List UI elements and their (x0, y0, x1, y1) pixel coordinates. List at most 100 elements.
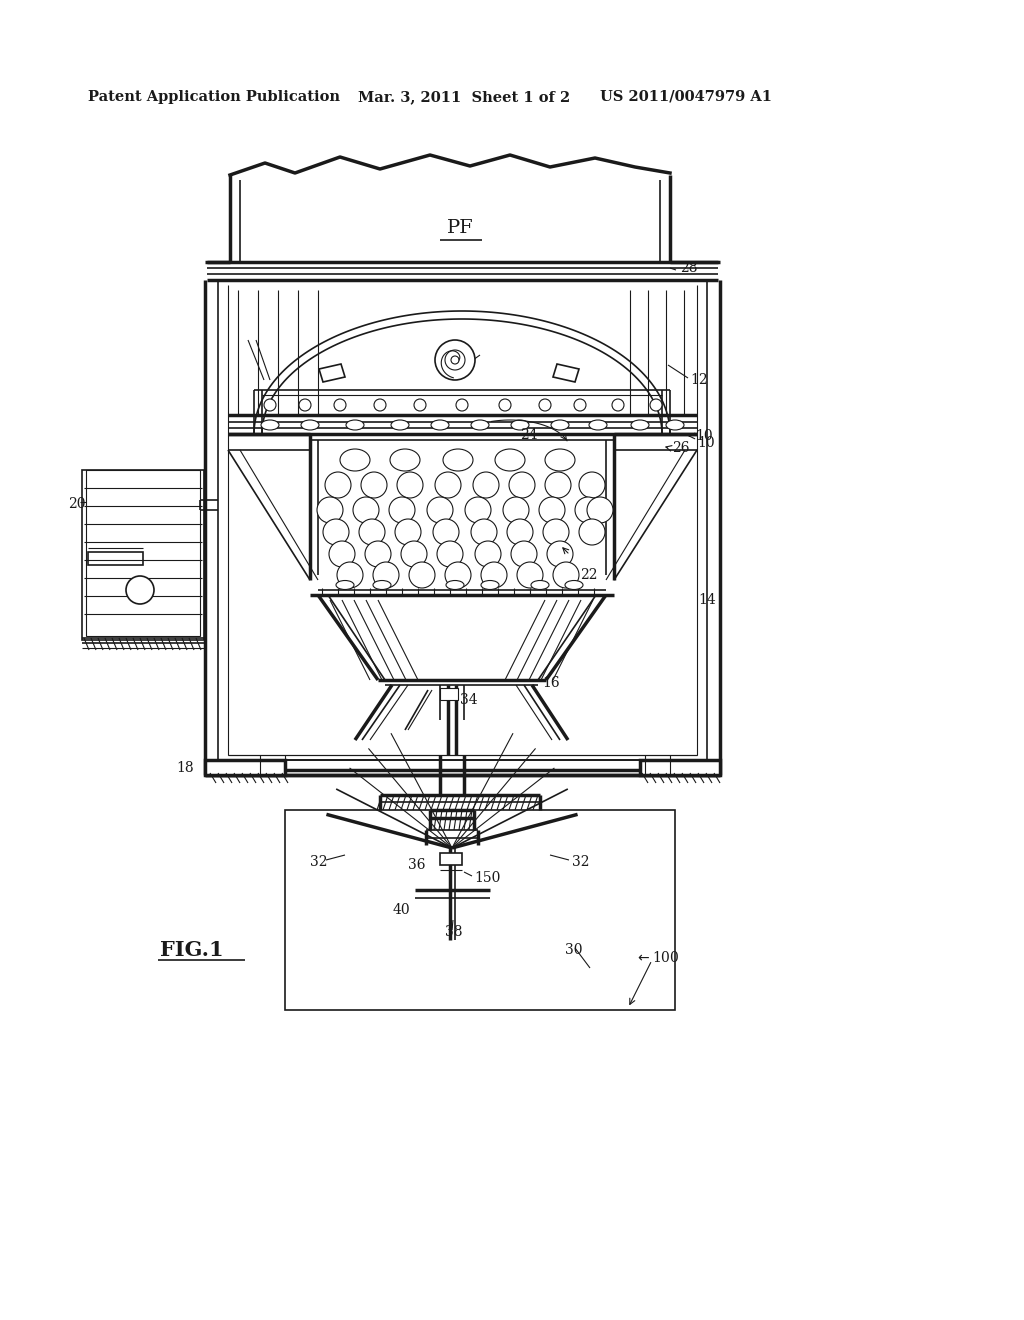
Bar (440, 688, 458, 700)
Ellipse shape (631, 420, 649, 430)
Text: 32: 32 (310, 855, 328, 869)
Text: Patent Application Publication: Patent Application Publication (88, 90, 340, 104)
Ellipse shape (511, 420, 529, 430)
Circle shape (579, 473, 605, 498)
Circle shape (465, 498, 490, 523)
Circle shape (445, 350, 465, 370)
Ellipse shape (481, 581, 499, 590)
Circle shape (329, 541, 355, 568)
Polygon shape (319, 364, 345, 381)
Circle shape (395, 519, 421, 545)
Circle shape (456, 399, 468, 411)
Circle shape (507, 519, 534, 545)
Circle shape (435, 473, 461, 498)
Text: PF: PF (446, 219, 473, 238)
Circle shape (433, 519, 459, 545)
Bar (82, 470, 204, 640)
Circle shape (299, 399, 311, 411)
Ellipse shape (666, 420, 684, 430)
Circle shape (511, 541, 537, 568)
Circle shape (451, 356, 459, 364)
Bar (640, 760, 720, 775)
Text: 14: 14 (698, 593, 716, 607)
Circle shape (397, 473, 423, 498)
Circle shape (389, 498, 415, 523)
Circle shape (547, 541, 573, 568)
Bar (205, 760, 285, 775)
Bar (285, 810, 675, 1010)
Ellipse shape (346, 420, 364, 430)
Circle shape (503, 498, 529, 523)
Text: 12: 12 (690, 374, 708, 387)
Circle shape (361, 473, 387, 498)
Text: 32: 32 (572, 855, 590, 869)
Ellipse shape (301, 420, 319, 430)
Text: US 2011/0047979 A1: US 2011/0047979 A1 (600, 90, 772, 104)
Text: 30: 30 (565, 942, 583, 957)
Ellipse shape (431, 420, 449, 430)
Circle shape (325, 473, 351, 498)
Ellipse shape (340, 449, 370, 471)
Text: 18: 18 (176, 762, 194, 775)
Text: 10: 10 (695, 429, 713, 444)
Circle shape (509, 473, 535, 498)
Circle shape (539, 498, 565, 523)
Circle shape (401, 541, 427, 568)
Circle shape (365, 541, 391, 568)
Text: $\leftarrow$100: $\leftarrow$100 (635, 950, 680, 965)
Circle shape (409, 562, 435, 587)
Circle shape (545, 473, 571, 498)
Circle shape (517, 562, 543, 587)
Ellipse shape (390, 449, 420, 471)
Circle shape (587, 498, 613, 523)
Bar (440, 853, 462, 865)
Text: 10: 10 (697, 436, 715, 450)
Text: 24: 24 (520, 428, 538, 442)
Text: 36: 36 (408, 858, 426, 873)
Circle shape (317, 498, 343, 523)
Text: 16: 16 (542, 676, 560, 690)
Ellipse shape (531, 581, 549, 590)
Circle shape (475, 541, 501, 568)
Circle shape (481, 562, 507, 587)
Text: 38: 38 (445, 925, 463, 939)
Circle shape (323, 519, 349, 545)
Circle shape (650, 399, 662, 411)
Ellipse shape (443, 449, 473, 471)
Circle shape (374, 399, 386, 411)
Text: Mar. 3, 2011  Sheet 1 of 2: Mar. 3, 2011 Sheet 1 of 2 (358, 90, 570, 104)
Circle shape (334, 399, 346, 411)
Circle shape (471, 519, 497, 545)
Ellipse shape (565, 581, 583, 590)
Ellipse shape (545, 449, 575, 471)
Text: 40: 40 (393, 903, 411, 917)
Circle shape (437, 541, 463, 568)
Ellipse shape (551, 420, 569, 430)
Bar (88, 552, 143, 565)
Ellipse shape (336, 581, 354, 590)
Circle shape (612, 399, 624, 411)
Bar (86, 470, 200, 636)
Circle shape (575, 498, 601, 523)
Circle shape (445, 562, 471, 587)
Circle shape (414, 399, 426, 411)
Ellipse shape (589, 420, 607, 430)
Circle shape (574, 399, 586, 411)
Circle shape (435, 341, 475, 380)
Circle shape (353, 498, 379, 523)
Circle shape (473, 473, 499, 498)
Text: 150: 150 (474, 871, 501, 884)
Circle shape (539, 399, 551, 411)
Circle shape (264, 399, 276, 411)
Circle shape (553, 562, 579, 587)
Ellipse shape (261, 420, 279, 430)
Circle shape (337, 562, 362, 587)
Circle shape (373, 562, 399, 587)
Ellipse shape (446, 581, 464, 590)
Text: 20: 20 (68, 498, 85, 511)
Text: 28: 28 (680, 261, 697, 275)
Text: 22: 22 (580, 568, 597, 582)
Circle shape (499, 399, 511, 411)
Ellipse shape (471, 420, 489, 430)
Circle shape (543, 519, 569, 545)
